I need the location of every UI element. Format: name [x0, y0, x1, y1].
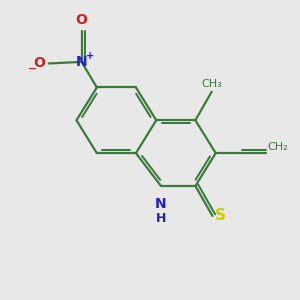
- Text: O: O: [76, 14, 88, 28]
- Text: N: N: [76, 55, 87, 69]
- Text: S: S: [215, 208, 226, 224]
- Text: CH₂: CH₂: [267, 142, 288, 152]
- Text: O: O: [33, 56, 45, 70]
- Text: +: +: [86, 51, 94, 61]
- Text: H: H: [156, 212, 166, 225]
- Text: N: N: [155, 197, 167, 211]
- Text: −: −: [28, 64, 37, 74]
- Text: CH₃: CH₃: [201, 79, 222, 89]
